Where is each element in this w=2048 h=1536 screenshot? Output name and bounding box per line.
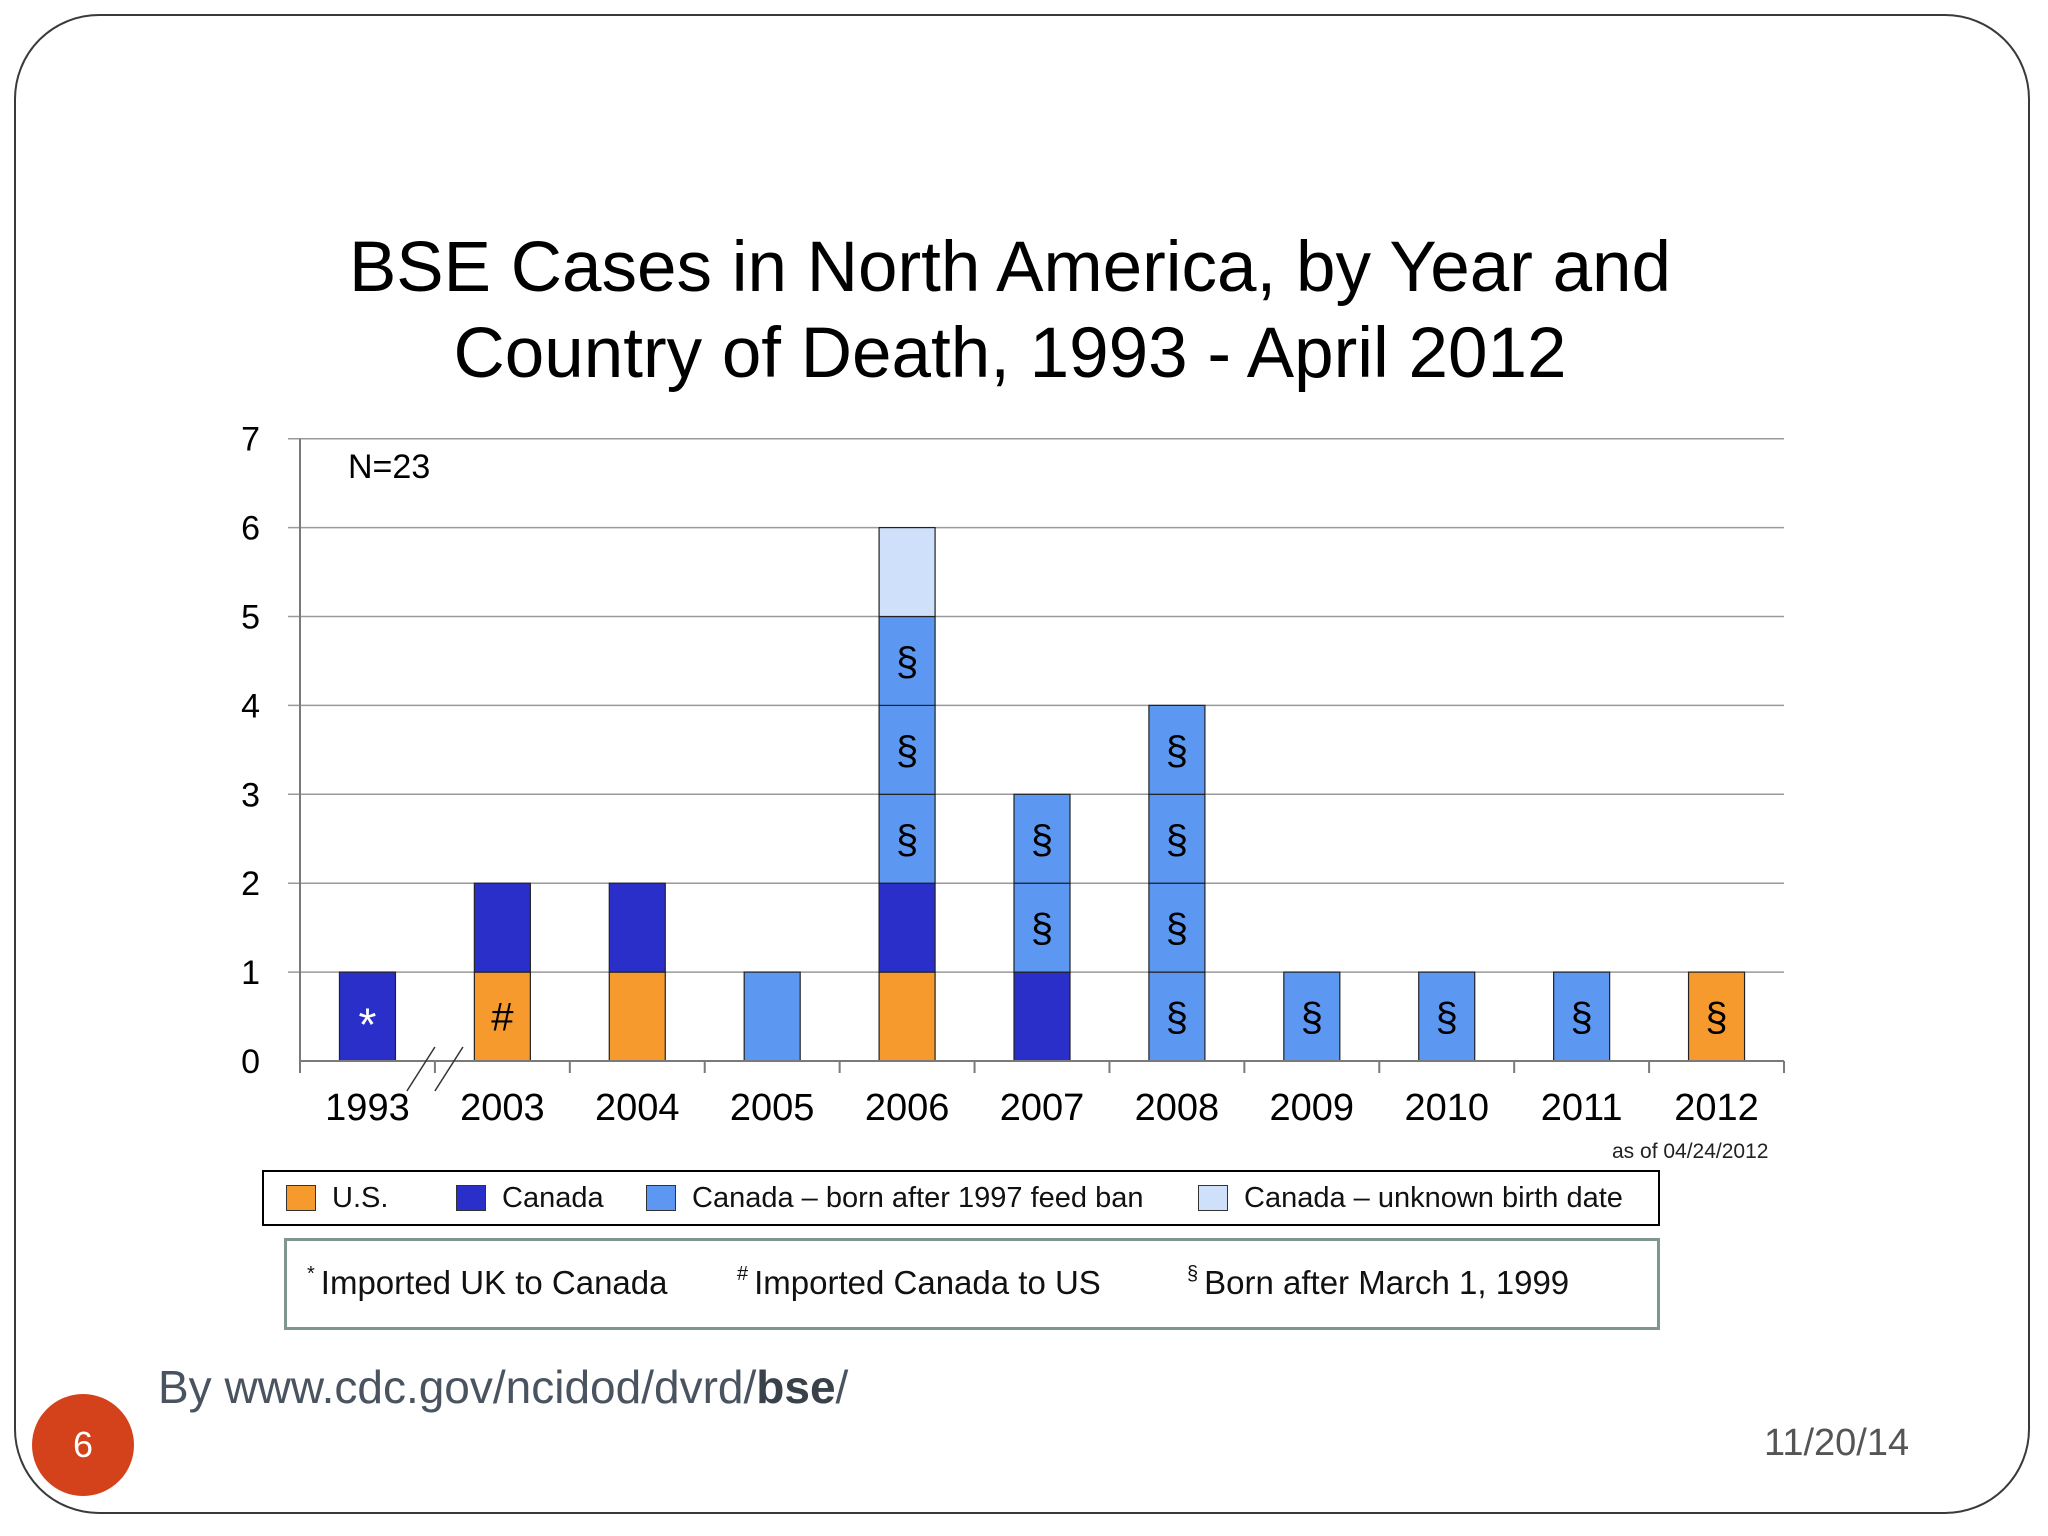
- source-citation: By www.cdc.gov/ncidod/dvrd/bse/: [158, 1360, 848, 1414]
- source-suffix: /: [835, 1361, 849, 1413]
- segment-symbol-2003-1: #: [491, 996, 514, 1040]
- bar-segment-2011-canada-born-after-1997-feed-ban: [1553, 971, 1611, 1062]
- footnote-symbol-section: §: [1187, 1263, 1199, 1285]
- bar-segment-2004-canada: [608, 882, 666, 973]
- bar-segment-2007-canada-born-after-1997-feed-ban: [1013, 793, 1071, 884]
- axis-break-mark: [406, 1046, 436, 1092]
- footnote-imported-uk: * Imported UK to Canada: [307, 1263, 668, 1302]
- footnote-text-born-after: Born after March 1, 1999: [1204, 1264, 1570, 1301]
- y-tick-label-7: 7: [241, 421, 260, 459]
- bar-segment-2008-canada-born-after-1997-feed-ban: [1148, 882, 1206, 973]
- footnote-text-imported-canada: Imported Canada to US: [754, 1264, 1101, 1301]
- footnote-text-imported-uk: Imported UK to Canada: [320, 1264, 668, 1301]
- source-prefix: By www.cdc.gov/ncidod/dvrd/: [158, 1361, 757, 1413]
- bar-segment-2006-canada-born-after-1997-feed-ban: [878, 615, 936, 707]
- y-tick-label-4: 4: [241, 687, 260, 725]
- legend-label-canada: Canada: [502, 1181, 604, 1214]
- page-number-badge: 6: [32, 1394, 134, 1496]
- x-tick-label-2005: 2005: [730, 1087, 815, 1129]
- bar-segment-2008-canada-born-after-1997-feed-ban: [1148, 704, 1206, 795]
- legend-item-canada-unknown: Canada – unknown birth date: [1198, 1172, 1623, 1224]
- source-bold: bse: [756, 1361, 836, 1413]
- legend-swatch-us: [286, 1185, 316, 1211]
- legend: U.S. Canada Canada – born after 1997 fee…: [262, 1170, 1660, 1226]
- sample-size-annotation: N=23: [348, 448, 430, 486]
- segment-symbol-2008-4: §: [1166, 729, 1188, 773]
- x-tick-label-2009: 2009: [1270, 1087, 1355, 1129]
- bar-segment-2007-canada: [1013, 971, 1071, 1062]
- bar-segment-2006-canada-born-after-1997-feed-ban: [878, 793, 936, 884]
- y-tick-label-3: 3: [241, 776, 260, 814]
- y-tick-label-5: 5: [241, 599, 260, 637]
- chart-title-line2: Country of Death, 1993 - April 2012: [453, 314, 1567, 393]
- legend-item-us: U.S.: [286, 1172, 388, 1224]
- footnote-symbol-asterisk: *: [307, 1263, 315, 1285]
- bar-segment-2005-canada-born-after-1997-feed-ban: [743, 971, 801, 1062]
- bar-segment-2006-u-s: [878, 971, 936, 1062]
- segment-symbol-2008-3: §: [1166, 818, 1188, 862]
- bar-segment-2006-canada-unknown-birth-date: [878, 526, 936, 618]
- segment-symbol-1993-1: *: [359, 999, 377, 1051]
- chart-title: BSE Cases in North America, by Year and …: [190, 225, 1830, 397]
- legend-swatch-canada-feed-ban: [646, 1185, 676, 1211]
- bar-segment-2006-canada: [878, 882, 936, 973]
- y-tick-label-6: 6: [241, 510, 260, 548]
- legend-label-canada-unknown: Canada – unknown birth date: [1244, 1181, 1623, 1214]
- x-tick-label-2003: 2003: [460, 1087, 545, 1129]
- segment-symbol-2010-1: §: [1436, 996, 1458, 1040]
- axis-break-mark: [434, 1046, 464, 1092]
- x-tick-label-2008: 2008: [1135, 1087, 1220, 1129]
- legend-swatch-canada: [456, 1185, 486, 1211]
- bar-segment-2004-u-s: [608, 971, 666, 1062]
- bar-segment-2003-canada: [473, 882, 531, 973]
- y-tick-label-2: 2: [241, 865, 260, 903]
- as-of-date: as of 04/24/2012: [1612, 1140, 1769, 1163]
- chart-title-line1: BSE Cases in North America, by Year and: [348, 228, 1672, 307]
- segment-symbol-2006-4: §: [896, 729, 918, 773]
- bar-segment-2009-canada-born-after-1997-feed-ban: [1283, 971, 1341, 1062]
- segment-symbol-2006-3: §: [896, 818, 918, 862]
- segment-symbol-2008-1: §: [1166, 996, 1188, 1040]
- segment-symbol-2006-5: §: [896, 640, 918, 684]
- bar-segment-2010-canada-born-after-1997-feed-ban: [1418, 971, 1476, 1062]
- segment-symbol-2007-3: §: [1031, 818, 1053, 862]
- footnotes-box: * Imported UK to Canada # Imported Canada …: [284, 1238, 1660, 1330]
- legend-item-canada: Canada: [456, 1172, 604, 1224]
- x-tick-label-2010: 2010: [1404, 1087, 1489, 1129]
- segment-symbol-2007-2: §: [1031, 907, 1053, 951]
- segment-symbol-2008-2: §: [1166, 907, 1188, 951]
- bar-segment-2003-u-s: [473, 971, 531, 1062]
- legend-label-canada-feed-ban: Canada – born after 1997 feed ban: [692, 1181, 1144, 1214]
- segment-symbol-2012-1: §: [1705, 996, 1727, 1040]
- x-tick-label-2007: 2007: [1000, 1087, 1085, 1129]
- x-tick-label-2004: 2004: [595, 1087, 680, 1129]
- x-tick-label-2012: 2012: [1674, 1087, 1759, 1129]
- segment-symbol-2011-1: §: [1571, 996, 1593, 1040]
- footnote-imported-canada: # Imported Canada to US: [737, 1263, 1101, 1302]
- x-tick-label-2006: 2006: [865, 1087, 950, 1129]
- page-number: 6: [72, 1424, 94, 1465]
- legend-label-us: U.S.: [332, 1181, 389, 1214]
- legend-item-canada-feed-ban: Canada – born after 1997 feed ban: [646, 1172, 1143, 1224]
- slide-date: 11/20/14: [1764, 1422, 1910, 1464]
- segment-symbol-2009-1: §: [1301, 996, 1323, 1040]
- footnote-symbol-hash: #: [737, 1263, 749, 1285]
- x-tick-label-2011: 2011: [1541, 1087, 1623, 1129]
- y-tick-label-0: 0: [241, 1043, 260, 1081]
- footnote-born-after: § Born after March 1, 1999: [1187, 1263, 1569, 1302]
- bar-segment-2012-u-s: [1687, 971, 1746, 1062]
- y-tick-label-1: 1: [241, 954, 260, 992]
- bar-segment-2008-canada-born-after-1997-feed-ban: [1148, 971, 1206, 1062]
- bar-segment-2007-canada-born-after-1997-feed-ban: [1013, 882, 1071, 973]
- x-tick-label-1993: 1993: [325, 1087, 410, 1129]
- legend-swatch-canada-unknown: [1198, 1185, 1228, 1211]
